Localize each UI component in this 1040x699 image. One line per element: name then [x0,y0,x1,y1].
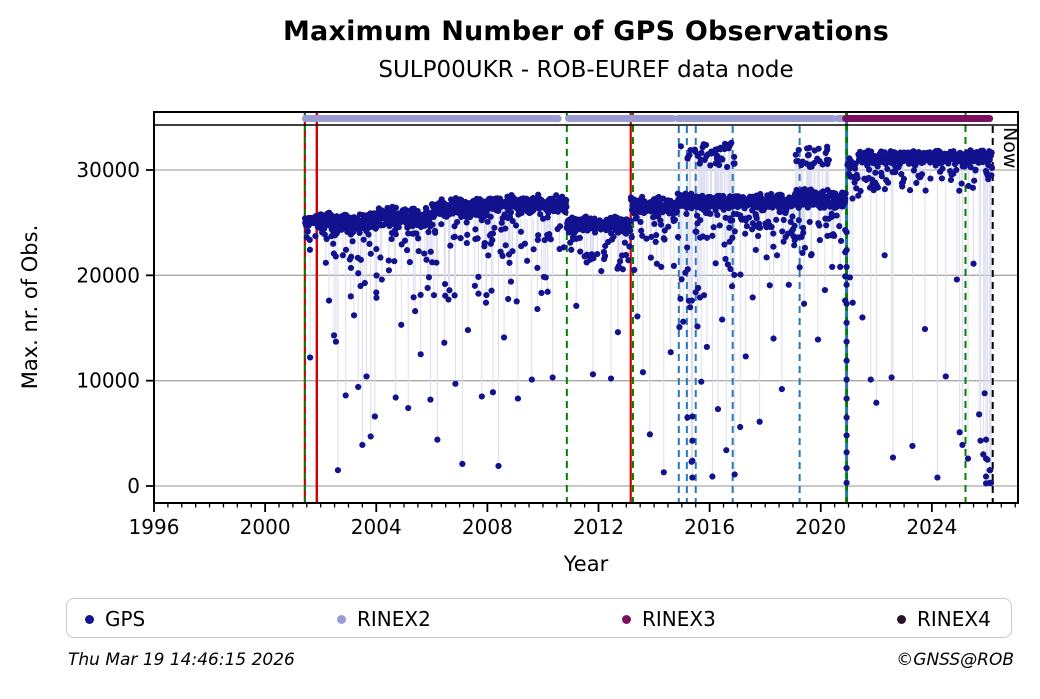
x-tick-label: 1996 [129,515,180,539]
legend-label-rinex4: RINEX4 [917,607,991,631]
rinex3-marker-icon [622,614,631,624]
chart-subtitle: SULP00UKR - ROB-EUREF data node [378,57,794,83]
x-tick-label: 2004 [351,515,402,539]
legend-label-rinex3: RINEX3 [642,607,716,631]
chart-title: Maximum Number of GPS Observations [282,16,890,47]
x-tick-label: 2000 [240,515,291,539]
legend-item-rinex2: RINEX2 [337,599,431,639]
plot-frame [153,111,1019,504]
credit: ©GNSS@ROB [896,650,1014,670]
x-tick-label: 2020 [795,515,846,539]
y-tick-label: 20000 [76,263,140,287]
y-tick-label: 10000 [76,369,140,393]
now-label: Now [999,127,1021,169]
legend-item-rinex4: RINEX4 [897,599,991,639]
x-axis-label: Year [563,552,609,576]
y-tick-label: 30000 [76,158,140,182]
x-tick-label: 2012 [573,515,624,539]
legend-item-gps: GPS [85,599,145,639]
gps-points [301,139,996,487]
x-tick-label: 2016 [684,515,735,539]
timestamp: Thu Mar 19 14:46:15 2026 [68,650,295,670]
legend-label-rinex2: RINEX2 [357,607,431,631]
gps-marker-icon [85,614,94,624]
y-tick-label: 0 [127,474,140,498]
tick-labels: 1996 2000 2004 2008 2012 2016 2020 2024 0 10000 20… [76,158,957,539]
x-tick-label: 2024 [906,515,957,539]
legend-item-rinex3: RINEX3 [622,599,716,639]
x-tick-label: 2008 [462,515,513,539]
legend-label-gps: GPS [105,607,146,631]
axes [146,111,1019,512]
y-axis-label: Max. nr. of Obs. [18,224,42,390]
rinex4-marker-icon [897,614,906,624]
legend-box: GPS RINEX2 RINEX3 RINEX4 [66,598,1012,638]
rinex2-marker-icon [337,614,346,624]
